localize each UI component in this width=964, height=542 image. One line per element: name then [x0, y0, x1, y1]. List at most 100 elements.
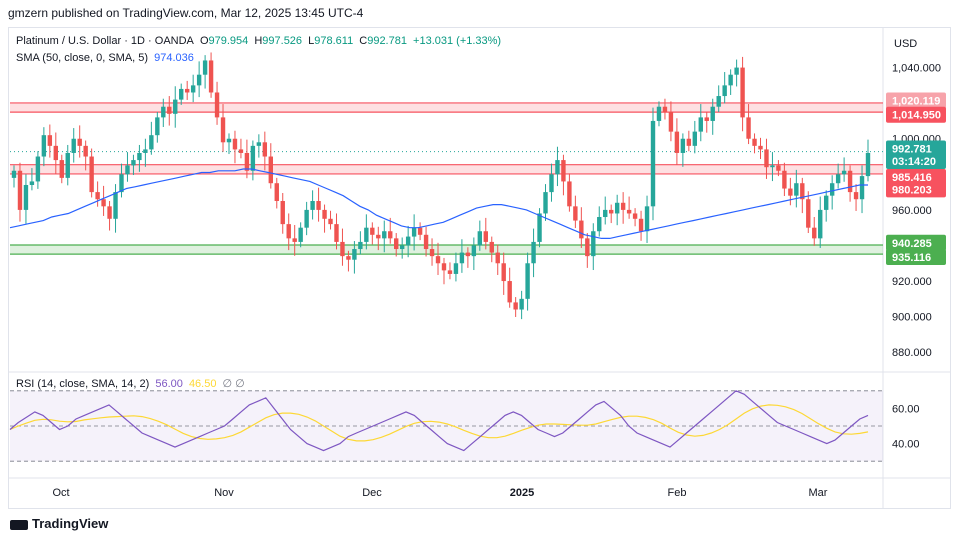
- candle-body: [83, 145, 88, 157]
- candle-body: [447, 270, 453, 274]
- sma-line: [9, 168, 868, 239]
- candle-body: [579, 220, 584, 239]
- candle-body: [417, 227, 423, 235]
- candle-body: [841, 170, 847, 175]
- candle-body: [77, 138, 82, 146]
- candle-body: [256, 142, 262, 146]
- candle-body: [214, 92, 220, 118]
- candle-body: [722, 85, 727, 97]
- candle-body: [489, 241, 494, 253]
- candle-body: [334, 224, 339, 242]
- candle-body: [686, 138, 692, 146]
- candle-body: [561, 160, 566, 182]
- candle-body: [650, 120, 656, 207]
- candle-body: [680, 138, 686, 153]
- candle-body: [698, 117, 703, 132]
- candle-body: [435, 256, 441, 264]
- label-resistance-2-bg: [886, 106, 946, 123]
- label-countdown: 03:14:20: [892, 156, 936, 168]
- candle-body: [752, 138, 757, 146]
- candle-body: [507, 281, 512, 303]
- candle-body: [268, 156, 273, 184]
- rsi-extra: ∅ ∅: [222, 378, 245, 390]
- candle-body: [782, 170, 787, 189]
- candle-body: [226, 138, 232, 143]
- rsi-value: 56.00: [155, 378, 183, 390]
- candle-body: [835, 174, 841, 184]
- open-value: 979.954: [208, 35, 249, 47]
- candle-body: [495, 252, 500, 264]
- candle-body: [41, 135, 47, 157]
- candle-body: [441, 263, 447, 271]
- zone-fill-support: [10, 244, 883, 255]
- candle-body: [555, 160, 560, 175]
- candle-body: [847, 170, 853, 193]
- time-tick-label: 2025: [510, 487, 534, 499]
- candle-body: [238, 149, 244, 153]
- candle-body: [668, 112, 674, 132]
- time-tick-label: Mar: [809, 487, 828, 499]
- candle-body: [740, 67, 745, 118]
- candle-body: [161, 106, 166, 118]
- candle-body: [513, 302, 518, 310]
- candle-body: [155, 117, 160, 136]
- sma-value: 974.036: [154, 52, 194, 64]
- candle-body: [376, 234, 381, 239]
- candle-body: [609, 209, 614, 214]
- candle-body: [352, 249, 357, 260]
- candle-body: [806, 199, 811, 228]
- high-label: H: [254, 35, 263, 47]
- candle-body: [29, 181, 35, 185]
- candle-body: [119, 174, 124, 193]
- rsi-sma-value: 46.50: [188, 378, 217, 390]
- candle-body: [453, 263, 459, 274]
- candle-body: [531, 241, 536, 264]
- candle-body: [638, 218, 644, 232]
- candle-body: [632, 213, 638, 219]
- candle-body: [519, 298, 524, 310]
- candle-body: [244, 152, 250, 171]
- rsi-legend: RSI (14, close, SMA, 14, 2) 56.00 46.50 …: [16, 377, 248, 390]
- candle-body: [603, 209, 608, 218]
- candle-body: [35, 156, 41, 182]
- candle-body: [143, 149, 148, 153]
- candle-body: [764, 149, 769, 168]
- candle-body: [274, 183, 279, 201]
- rsi-tick-label: 60.00: [892, 403, 920, 415]
- candle-body: [113, 192, 118, 219]
- sma-label: SMA (50, close, 0, SMA, 5): [16, 52, 149, 64]
- low-label: L: [308, 35, 315, 47]
- candle-body: [734, 67, 739, 75]
- candle-body: [692, 131, 698, 146]
- candle-body: [776, 165, 781, 171]
- close-label: C: [359, 35, 368, 47]
- currency-button[interactable]: USD: [894, 38, 918, 50]
- candle-body: [316, 201, 321, 210]
- candle-body: [859, 176, 865, 200]
- candle-body: [573, 206, 578, 221]
- candle-body: [173, 99, 178, 114]
- label-support-1-bg: [886, 234, 946, 251]
- label-pivot-2: 980.203: [892, 184, 932, 196]
- candle-body: [190, 85, 196, 93]
- chart-frame: [8, 27, 951, 509]
- candle-body: [167, 106, 172, 114]
- candle-body: [59, 160, 64, 178]
- candle-body: [746, 117, 751, 139]
- price-tick-label: 880.000: [892, 347, 932, 359]
- price-tick-label: 900.000: [892, 312, 932, 324]
- candle-body: [202, 60, 208, 75]
- candle-body: [47, 135, 53, 146]
- candle-body: [262, 142, 268, 157]
- candle-body: [465, 252, 471, 257]
- candle-body: [423, 234, 429, 250]
- close-value: 992.781: [367, 35, 407, 47]
- candle-body: [370, 227, 375, 235]
- open-label: O: [199, 35, 209, 47]
- candle-body: [818, 209, 823, 239]
- rsi-sma-line: [9, 404, 869, 442]
- zone-fill-pivot: [10, 164, 883, 174]
- time-tick-label: Dec: [362, 487, 382, 499]
- candle-body: [298, 227, 303, 242]
